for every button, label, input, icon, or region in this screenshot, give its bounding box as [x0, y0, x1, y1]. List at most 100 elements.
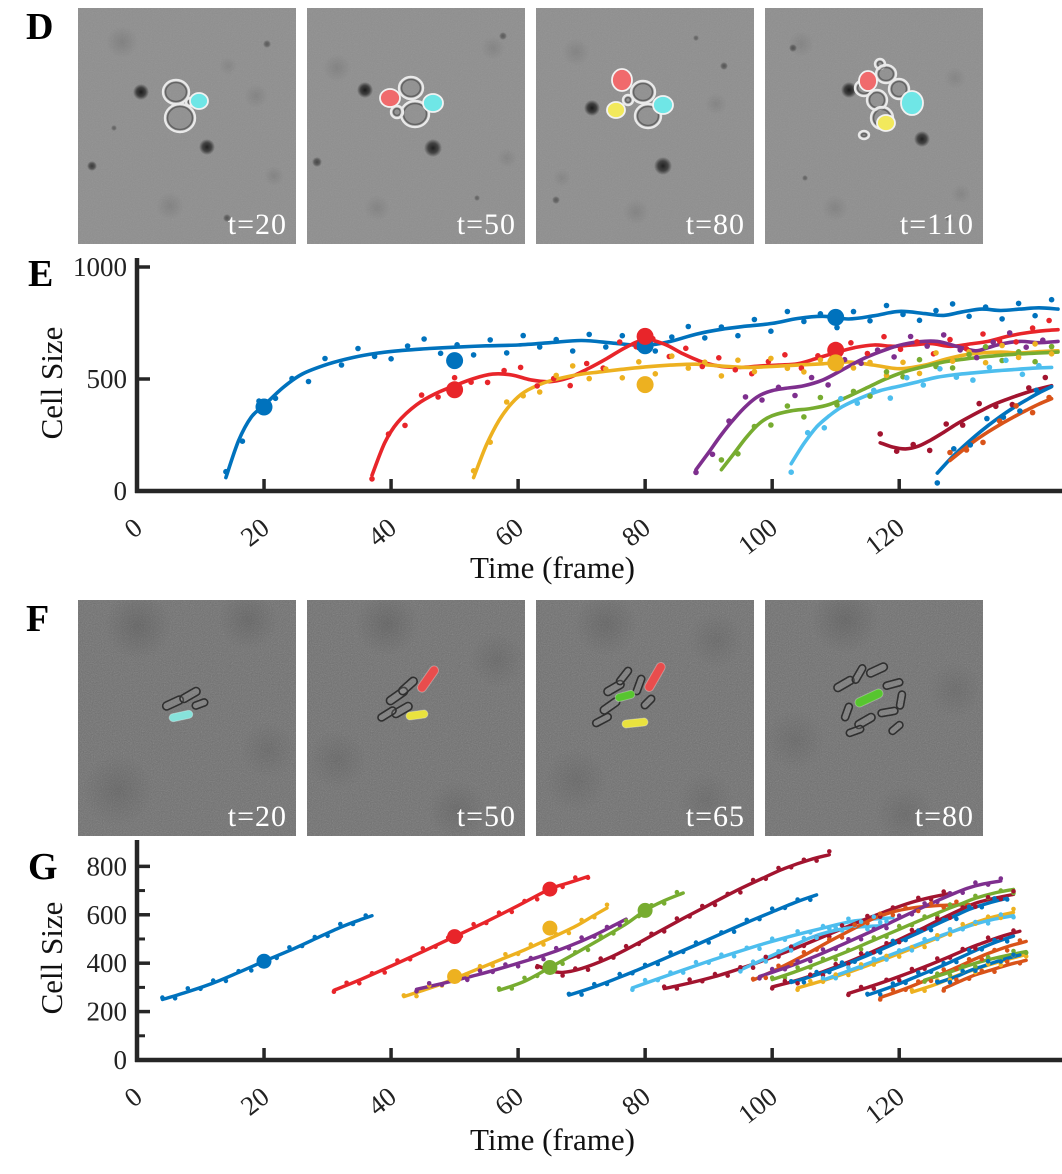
data-dot — [833, 957, 838, 962]
data-dot — [437, 350, 444, 357]
micrograph-canvas — [765, 600, 983, 836]
data-dot — [838, 395, 844, 402]
series-line-trace-7 — [567, 893, 819, 997]
tracked-rod-cell-cyan — [168, 709, 194, 723]
data-dot — [541, 956, 546, 962]
data-dot — [579, 935, 584, 940]
data-dot — [928, 901, 934, 906]
series-line-cell-3 — [471, 349, 1060, 480]
debris-speck — [841, 82, 857, 98]
data-dot — [1048, 296, 1055, 303]
outlined-rod-cell — [888, 720, 904, 736]
data-dot — [967, 442, 974, 448]
data-dot — [573, 950, 578, 955]
micrograph-canvas — [307, 600, 525, 836]
data-dot — [623, 943, 629, 949]
data-dot — [509, 986, 515, 991]
data-dot — [617, 922, 622, 928]
cell-inner-outline — [392, 107, 402, 117]
data-dot — [808, 965, 813, 970]
data-dot — [954, 899, 959, 905]
data-dot — [619, 375, 626, 381]
data-dot — [1048, 351, 1055, 357]
cell-size-chart-E: 0 20 40 60 80 100 120 0 500 1000 — [0, 250, 1062, 595]
data-dot — [795, 897, 800, 902]
data-dot — [903, 937, 908, 943]
data-dot — [960, 927, 965, 932]
data-dot — [896, 913, 902, 918]
debris-speck — [87, 161, 97, 171]
data-dot — [858, 947, 864, 952]
data-dot — [846, 961, 851, 967]
data-dot — [744, 945, 750, 951]
data-dot — [1004, 897, 1010, 902]
data-dot — [522, 898, 527, 904]
cell-inner-outline — [877, 66, 895, 82]
outlined-cell — [163, 102, 197, 134]
data-dot — [769, 975, 775, 980]
background-blob — [875, 784, 935, 836]
data-dot — [642, 962, 648, 968]
data-dot — [712, 971, 718, 977]
x-tick-label: 120 — [860, 1081, 910, 1130]
data-dot — [636, 359, 642, 365]
data-dot — [501, 367, 507, 374]
series-line-cell-7 — [878, 383, 1054, 451]
background-blob — [944, 67, 966, 89]
series-line-trace-5 — [497, 891, 685, 992]
tracked-cell-red — [611, 68, 633, 92]
data-dot — [784, 308, 791, 315]
data-dot — [884, 977, 889, 983]
data-dot — [418, 392, 425, 398]
data-dot — [274, 955, 280, 961]
micrograph-D-t80: t=80 — [536, 8, 754, 244]
data-dot — [477, 963, 483, 969]
data-dot — [833, 972, 838, 977]
data-dot — [619, 332, 626, 339]
data-dot — [941, 967, 946, 972]
panel-label-D: D — [26, 6, 54, 48]
series-line-trace-19 — [865, 934, 1016, 997]
data-dot — [1029, 409, 1036, 416]
data-dot — [827, 849, 832, 854]
data-dot — [947, 902, 953, 907]
data-dot — [941, 988, 946, 993]
data-dot — [1040, 337, 1046, 343]
data-dot — [896, 939, 902, 945]
data-dot — [603, 344, 609, 350]
data-dot — [884, 953, 889, 959]
data-dot — [465, 972, 470, 977]
data-dot — [534, 964, 540, 970]
data-dot — [693, 940, 699, 945]
data-dot — [941, 905, 946, 910]
data-dot — [954, 959, 959, 965]
data-dot — [655, 977, 661, 983]
data-dot — [953, 374, 960, 380]
data-dot — [782, 937, 788, 942]
data-dot — [871, 935, 877, 940]
imaged-timepoint-marker — [636, 376, 654, 394]
data-dot — [160, 995, 165, 1000]
data-dot — [744, 917, 750, 923]
data-dot — [909, 966, 915, 972]
data-dot — [604, 902, 610, 908]
series-line-trace-22 — [922, 949, 1028, 982]
data-dot — [560, 884, 565, 890]
debris-speck — [474, 195, 480, 201]
data-dot — [769, 986, 775, 991]
data-dot — [896, 977, 902, 983]
data-dot — [993, 403, 999, 410]
background-blob — [553, 169, 571, 187]
micrograph-canvas — [536, 8, 754, 244]
data-dot — [801, 935, 807, 941]
y-tick-label: 1000 — [73, 252, 127, 282]
data-dot — [896, 923, 902, 929]
imaged-timepoint-marker — [542, 881, 558, 897]
data-dot — [788, 948, 794, 953]
data-dot — [661, 901, 667, 906]
cell-inner-outline — [164, 81, 188, 103]
data-dot — [814, 858, 819, 863]
data-dot — [1011, 906, 1016, 912]
data-dot — [759, 397, 765, 403]
background-blob — [355, 600, 419, 656]
